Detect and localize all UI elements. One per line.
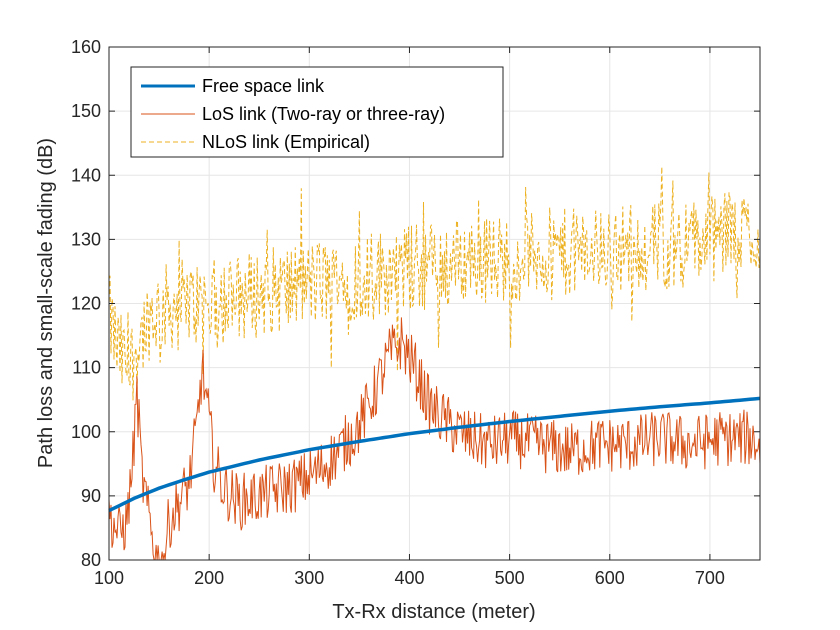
legend-label-free-space: Free space link (202, 76, 325, 96)
y-tick-label: 120 (71, 294, 101, 314)
x-tick-label: 600 (595, 568, 625, 588)
y-tick-label: 150 (71, 101, 101, 121)
legend-label-los: LoS link (Two-ray or three-ray) (202, 104, 445, 124)
x-tick-label: 100 (94, 568, 124, 588)
x-tick-label: 400 (394, 568, 424, 588)
y-tick-label: 160 (71, 37, 101, 57)
y-tick-label: 80 (81, 550, 101, 570)
y-tick-label: 90 (81, 486, 101, 506)
y-tick-label: 100 (71, 422, 101, 442)
legend-label-nlos: NLoS link (Empirical) (202, 132, 370, 152)
y-tick-label: 130 (71, 229, 101, 249)
legend: Free space link LoS link (Two-ray or thr… (130, 66, 504, 158)
y-tick-label: 110 (72, 358, 101, 378)
y-axis-label: Path loss and small-scale fading (dB) (35, 138, 57, 468)
x-axis-label: Tx-Rx distance (meter) (332, 601, 535, 623)
x-tick-label: 200 (194, 568, 224, 588)
axis-ticks: 100 200 300 400 500 600 700 80 90 100 110 120 130 140… (71, 37, 760, 588)
x-tick-label: 700 (695, 568, 725, 588)
x-tick-label: 500 (495, 568, 525, 588)
x-tick-label: 300 (294, 568, 324, 588)
series-layer (108, 166, 761, 561)
series-los (108, 317, 761, 561)
series-nlos (108, 166, 761, 401)
series-free-space (108, 396, 761, 513)
y-tick-label: 140 (71, 165, 101, 185)
